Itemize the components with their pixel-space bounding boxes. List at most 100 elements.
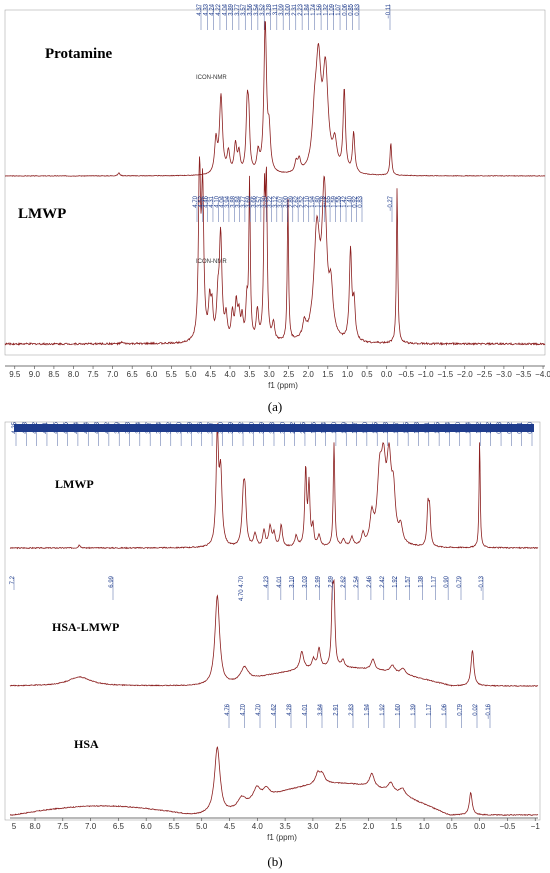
peak-label-lmwp-b: 3.84 bbox=[136, 421, 142, 433]
panel-b-tick-label: 6.5 bbox=[113, 822, 125, 831]
peak-label-hsa: 2.83 bbox=[349, 703, 355, 715]
peak-label-hsa-lmwp: 4.23 bbox=[264, 575, 270, 587]
peak-label-hsa-lmwp: 2.42 bbox=[380, 575, 386, 587]
panel-b-tick-label: −0.5 bbox=[500, 822, 516, 831]
peak-label-lmwp-a: 1.59 bbox=[331, 195, 337, 207]
peak-label-lmwp-b: 0.90 bbox=[528, 421, 534, 433]
peak-label-lmwp-a: 4.52 bbox=[198, 195, 204, 207]
peak-label-lmwp-a: 3.12 bbox=[273, 195, 279, 207]
icon-nmr-note-protamine: ICON-NMR bbox=[196, 75, 227, 81]
peak-label-lmwp-a: 1.40 bbox=[347, 195, 353, 207]
peak-label-hsa-lmwp: 3.10 bbox=[290, 575, 296, 587]
peak-label-lmwp-a-isolated: −0.27 bbox=[388, 195, 394, 211]
panel-a-tick-label: −4.0 bbox=[535, 370, 550, 379]
panel-a-xlabel: f1 (ppm) bbox=[268, 381, 298, 390]
peak-label-lmwp-a: 3.88 bbox=[230, 195, 236, 207]
panel-b-tick-label: 8.0 bbox=[29, 822, 41, 831]
panel-b-tick-label: 0.5 bbox=[446, 822, 458, 831]
peak-label-lmwp-b: 3.09 bbox=[260, 421, 266, 433]
peak-label-hsa: 4.01 bbox=[303, 703, 309, 715]
peak-label-lmwp-a: 0.83 bbox=[358, 195, 364, 207]
peak-label-lmwp-a: 1.65 bbox=[326, 195, 332, 207]
peak-label-lmwp-b: 1.90 bbox=[332, 421, 338, 433]
peak-label-lmwp-a: 3.30 bbox=[262, 195, 268, 207]
panel-b-tick-label: 2.0 bbox=[363, 822, 375, 831]
peak-label-protamine: 0.83 bbox=[355, 3, 361, 15]
peak-label-protamine: 4.37 bbox=[197, 3, 203, 15]
peak-label-lmwp-b: 1.75 bbox=[373, 421, 379, 433]
panel-b-tick-label: 5.0 bbox=[196, 822, 208, 831]
peak-label-lmwp-b: 1.61 bbox=[425, 421, 431, 433]
icon-nmr-note-lmwp: ICON-NMR bbox=[196, 259, 227, 265]
peak-label-lmwp-b: 4.06 bbox=[53, 421, 59, 433]
panel-b-frame bbox=[4, 421, 541, 821]
peak-label-hsa-lmwp-isolated: −0.13 bbox=[479, 575, 485, 591]
peak-label-hsa: 3.84 bbox=[318, 703, 324, 715]
panel-a-tick-label: 7.0 bbox=[107, 370, 119, 379]
peak-label-lmwp-b: 4.05 bbox=[64, 421, 70, 433]
peak-label-lmwp-b: 3.12 bbox=[239, 421, 245, 433]
peak-label-hsa-lmwp-cluster: 4.70 4.70 bbox=[239, 575, 245, 601]
peak-label-protamine: 3.00 bbox=[286, 3, 292, 15]
peak-label-hsa: 1.92 bbox=[380, 703, 386, 715]
peak-label-lmwp-a: 3.84 bbox=[236, 195, 242, 207]
peak-label-protamine: 0.06 bbox=[342, 3, 348, 15]
peak-label-protamine: 4.04 bbox=[222, 3, 228, 15]
panel-a-tick-label: 4.5 bbox=[205, 370, 217, 379]
peak-label-protamine: 4.24 bbox=[210, 3, 216, 15]
peak-label-hsa-lmwp: 1.92 bbox=[393, 575, 399, 587]
peak-label-lmwp-b: 3.66 bbox=[198, 421, 204, 433]
panel-a-frame bbox=[4, 9, 546, 356]
panel-a-tick-label: −0.5 bbox=[398, 370, 414, 379]
panel-b: LMWP HSA-LMWP HSA (b) bbox=[52, 477, 283, 869]
peak-label-protamine: 3.52 bbox=[260, 3, 266, 15]
peak-label-protamine-isolated: −0.11 bbox=[386, 3, 392, 18]
peak-label-protamine: 3.89 bbox=[229, 3, 235, 15]
peak-label-protamine: 3.77 bbox=[235, 3, 241, 15]
peak-label-lmwp-b: 4.22 bbox=[33, 421, 39, 433]
peak-label-lmwp-a: 3.77 bbox=[241, 195, 247, 207]
series-label-lmwp-b: LMWP bbox=[55, 477, 94, 491]
panel-a-tick-label: 5.5 bbox=[166, 370, 178, 379]
peak-label-hsa-lmwp: 3.03 bbox=[303, 575, 309, 587]
panel-a-tick-label: 5.0 bbox=[185, 370, 197, 379]
peak-label-lmwp-a: 1.94 bbox=[310, 195, 316, 207]
panel-b-left-tick-fragment: 5 bbox=[12, 822, 17, 831]
peak-label-lmwp-a: 2.89 bbox=[289, 195, 295, 207]
peak-label-lmwp-b: 2.62 bbox=[291, 421, 297, 433]
peak-label-lmwp-b: 1.42 bbox=[487, 421, 493, 433]
panel-a: Protamine ICON-NMR LMWP ICON-NMR (a) bbox=[18, 46, 282, 414]
peak-label-protamine: 3.54 bbox=[254, 3, 260, 15]
panel-b-tick-label: 6.0 bbox=[141, 822, 153, 831]
peak-label-hsa: 4.70 bbox=[256, 703, 262, 715]
peak-label-hsa: 1.39 bbox=[411, 703, 417, 715]
peak-label-lmwp-b: 3.88 bbox=[126, 421, 132, 433]
peak-label-lmwp-b: 1.44 bbox=[466, 421, 472, 433]
peak-label-hsa-lmwp: 4.01 bbox=[277, 575, 283, 587]
peak-label-protamine: 4.33 bbox=[203, 3, 209, 15]
peak-label-hsa-isolated: −0.16 bbox=[486, 703, 492, 719]
spectrum-lmwp-a bbox=[4, 156, 546, 347]
peak-label-lmwp-b: 0.92 bbox=[507, 421, 513, 433]
peak-label-protamine: 3.09 bbox=[279, 3, 285, 15]
peak-label-lmwp-b: 4.02 bbox=[105, 421, 111, 433]
peak-label-protamine: 1.09 bbox=[330, 3, 336, 15]
peak-label-lmwp-b: 1.65 bbox=[404, 421, 410, 433]
peak-label-hsa: 1.60 bbox=[396, 703, 402, 715]
peak-label-hsa-lmwp: 2.62 bbox=[341, 575, 347, 587]
peak-label-lmwp-b: 4.25 bbox=[12, 421, 18, 433]
peak-label-hsa-lmwp: 2.99 bbox=[316, 575, 322, 587]
peak-label-lmwp-b: 3.69 bbox=[187, 421, 193, 433]
peak-label-protamine: 3.57 bbox=[241, 3, 247, 15]
peak-label-lmwp-b: 0.91 bbox=[518, 421, 524, 433]
panel-a-caption: (a) bbox=[268, 399, 282, 414]
peak-label-lmwp-b: 2.45 bbox=[301, 421, 307, 433]
panel-b-tick-label: 3.0 bbox=[307, 822, 319, 831]
panel-a-tick-label: 7.5 bbox=[87, 370, 99, 379]
peak-label-lmwp-a: 1.55 bbox=[337, 195, 343, 207]
peak-label-lmwp-a: 3.00 bbox=[284, 195, 290, 207]
peak-label-lmwp-a: 3.57 bbox=[257, 195, 263, 207]
peak-label-lmwp-a: 4.46 bbox=[204, 195, 210, 207]
peak-label-lmwp-b: 3.00 bbox=[280, 421, 286, 433]
panel-a-tick-label: 6.0 bbox=[146, 370, 158, 379]
